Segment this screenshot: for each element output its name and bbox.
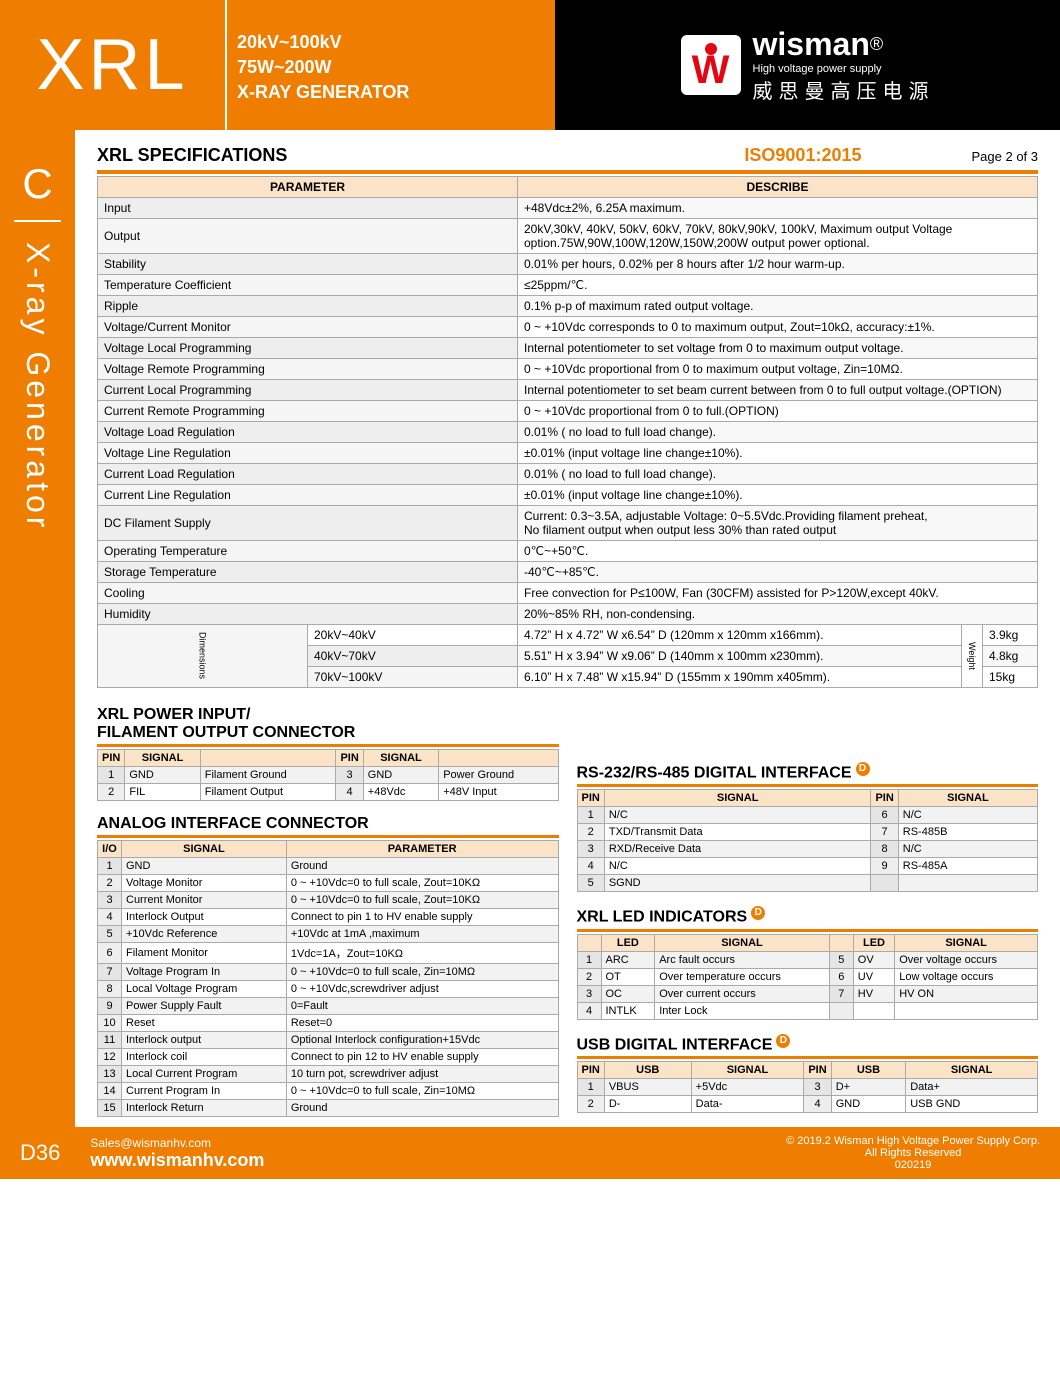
spec-line1: 20kV~100kV — [237, 30, 545, 55]
table-row: 2OTOver temperature occurs6UVLow voltage… — [577, 968, 1038, 985]
rule — [97, 170, 1038, 174]
table-row: 2TXD/Transmit Data7RS-485B — [577, 824, 1038, 841]
sidebar: C X-ray Generator — [0, 130, 75, 1127]
spec-table: PARAMETERDESCRIBEInput+48Vdc±2%, 6.25A m… — [97, 176, 1038, 688]
table-row: 12Interlock coilConnect to pin 12 to HV … — [98, 1049, 559, 1066]
table-row: Voltage/Current Monitor0 ~ +10Vdc corres… — [98, 317, 1038, 338]
footer-num: 020219 — [786, 1159, 1040, 1171]
table-row: Ripple0.1% p-p of maximum rated output v… — [98, 296, 1038, 317]
table-row: Humidity20%~85% RH, non-condensing. — [98, 604, 1038, 625]
logo-icon — [681, 35, 741, 95]
table-row: Dimensions20kV~40kV4.72” H x 4.72” W x6.… — [98, 625, 1038, 646]
brand-block: wisman® High voltage power supply 威思曼高压电… — [555, 0, 1060, 130]
power-title: XRL POWER INPUT/ FILAMENT OUTPUT CONNECT… — [97, 706, 559, 742]
footer-email: Sales@wismanhv.com — [90, 1136, 264, 1150]
side-text: X-ray Generator — [19, 242, 56, 531]
table-row: Voltage Local ProgrammingInternal potent… — [98, 338, 1038, 359]
table-row: Output20kV,30kV, 40kV, 50kV, 60kV, 70kV,… — [98, 219, 1038, 254]
brand-sub: High voltage power supply — [753, 63, 935, 75]
side-c: C — [14, 160, 60, 222]
table-row: Voltage Remote Programming0 ~ +10Vdc pro… — [98, 359, 1038, 380]
table-row: Current Local ProgrammingInternal potent… — [98, 380, 1038, 401]
table-row: 9Power Supply Fault0=Fault — [98, 998, 559, 1015]
footer-code: D36 — [20, 1140, 60, 1166]
iso-label: ISO9001:2015 — [744, 145, 861, 166]
table-row: 3Current Monitor0 ~ +10Vdc=0 to full sca… — [98, 892, 559, 909]
table-row: 14Current Program In0 ~ +10Vdc=0 to full… — [98, 1083, 559, 1100]
table-row: CoolingFree convection for P≤100W, Fan (… — [98, 583, 1038, 604]
brand-name: wisman — [753, 26, 870, 62]
header-specs: 20kV~100kV 75W~200W X-RAY GENERATOR — [225, 0, 555, 130]
table-row: 7Voltage Program In0 ~ +10Vdc=0 to full … — [98, 964, 559, 981]
table-row: 3RXD/Receive Data8N/C — [577, 841, 1038, 858]
badge-d: D — [751, 906, 765, 920]
table-row: DC Filament SupplyCurrent: 0.3~3.5A, adj… — [98, 506, 1038, 541]
brand-cn: 威思曼高压电源 — [753, 75, 935, 104]
footer-copy: © 2019.2 Wisman High Voltage Power Suppl… — [786, 1135, 1040, 1147]
table-row: Stability0.01% per hours, 0.02% per 8 ho… — [98, 254, 1038, 275]
table-row: Operating Temperature0℃~+50℃. — [98, 541, 1038, 562]
analog-table: I/OSIGNALPARAMETER1GNDGround2Voltage Mon… — [97, 840, 559, 1117]
header: XRL 20kV~100kV 75W~200W X-RAY GENERATOR … — [0, 0, 1060, 130]
table-row: 4N/C9RS-485A — [577, 858, 1038, 875]
badge-d: D — [856, 762, 870, 776]
table-row: 6Filament Monitor1Vdc=1A，Zout=10KΩ — [98, 943, 559, 964]
table-row: Voltage Load Regulation0.01% ( no load t… — [98, 422, 1038, 443]
spec-title: XRL SPECIFICATIONS — [97, 145, 287, 166]
table-row: 2D-Data-4GNDUSB GND — [577, 1095, 1038, 1112]
table-row: 2FILFilament Output4+48Vdc+48V Input — [98, 784, 559, 801]
table-row: 11Interlock outputOptional Interlock con… — [98, 1032, 559, 1049]
main: C X-ray Generator XRL SPECIFICATIONS ISO… — [0, 130, 1060, 1127]
reg-mark: ® — [870, 34, 883, 54]
led-title: XRL LED INDICATORSD — [577, 906, 1039, 926]
table-row: 15Interlock ReturnGround — [98, 1100, 559, 1117]
table-row: 13Local Current Program10 turn pot, scre… — [98, 1066, 559, 1083]
led-table: LEDSIGNALLEDSIGNAL1ARCArc fault occurs5O… — [577, 934, 1039, 1020]
table-row: Current Line Regulation±0.01% (input vol… — [98, 485, 1038, 506]
usb-table: PINUSBSIGNALPINUSBSIGNAL1VBUS+5Vdc3D+Dat… — [577, 1061, 1039, 1113]
table-row: 5SGND — [577, 875, 1038, 892]
spec-line3: X-RAY GENERATOR — [237, 80, 545, 105]
table-row: 1ARCArc fault occurs5OVOver voltage occu… — [577, 951, 1038, 968]
content: XRL SPECIFICATIONS ISO9001:2015 Page 2 o… — [75, 130, 1060, 1127]
table-row: Input+48Vdc±2%, 6.25A maximum. — [98, 198, 1038, 219]
table-row: 3OCOver current occurs7HVHV ON — [577, 985, 1038, 1002]
rs-title: RS-232/RS-485 DIGITAL INTERFACED — [577, 762, 1039, 782]
table-row: 4Interlock OutputConnect to pin 1 to HV … — [98, 909, 559, 926]
footer: D36 Sales@wismanhv.com www.wismanhv.com … — [0, 1127, 1060, 1179]
footer-web: www.wismanhv.com — [90, 1150, 264, 1171]
table-row: Current Remote Programming0 ~ +10Vdc pro… — [98, 401, 1038, 422]
table-row: 1N/C6N/C — [577, 807, 1038, 824]
table-row: 4INTLKInter Lock — [577, 1002, 1038, 1019]
usb-title: USB DIGITAL INTERFACED — [577, 1034, 1039, 1054]
table-row: Temperature Coefficient≤25ppm/℃. — [98, 275, 1038, 296]
analog-title: ANALOG INTERFACE CONNECTOR — [97, 815, 559, 833]
table-row: 5+10Vdc Reference+10Vdc at 1mA ,maximum — [98, 926, 559, 943]
table-row: 10ResetReset=0 — [98, 1015, 559, 1032]
table-row: 8Local Voltage Program0 ~ +10Vdc,screwdr… — [98, 981, 559, 998]
model-badge: XRL — [0, 0, 225, 130]
table-row: 1GNDGround — [98, 858, 559, 875]
footer-rights: All Rights Reserved — [786, 1147, 1040, 1159]
table-row: 2Voltage Monitor0 ~ +10Vdc=0 to full sca… — [98, 875, 559, 892]
badge-d: D — [776, 1034, 790, 1048]
table-row: 1VBUS+5Vdc3D+Data+ — [577, 1078, 1038, 1095]
rs-table: PINSIGNALPINSIGNAL1N/C6N/C2TXD/Transmit … — [577, 789, 1039, 892]
table-row: Current Load Regulation0.01% ( no load t… — [98, 464, 1038, 485]
spec-line2: 75W~200W — [237, 55, 545, 80]
table-row: Storage Temperature-40℃~+85℃. — [98, 562, 1038, 583]
page-number: Page 2 of 3 — [972, 149, 1039, 164]
power-table: PINSIGNALPINSIGNAL1GNDFilament Ground3GN… — [97, 749, 559, 801]
table-row: 1GNDFilament Ground3GNDPower Ground — [98, 767, 559, 784]
table-row: Voltage Line Regulation±0.01% (input vol… — [98, 443, 1038, 464]
